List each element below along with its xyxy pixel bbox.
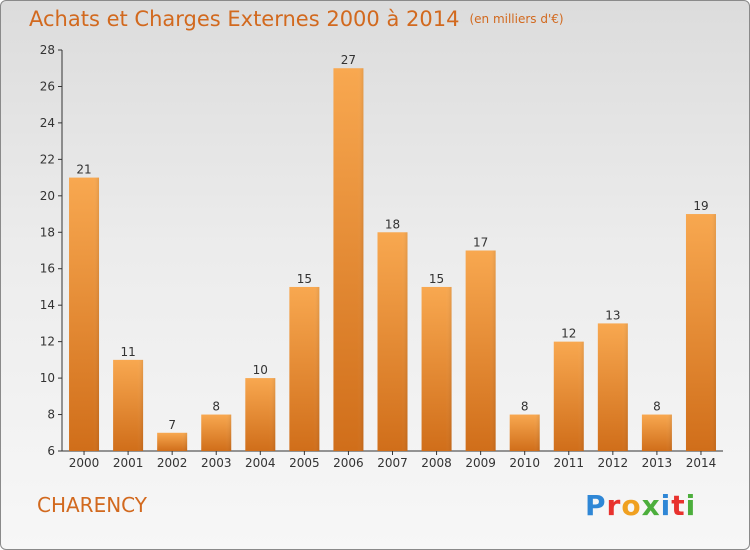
logo-letter: P [585,489,607,522]
logo-letter: i [685,489,697,522]
x-tick-label: 2004 [245,456,276,470]
x-tick-label: 2008 [421,456,452,470]
logo-letter: o [621,489,642,522]
data-label: 11 [120,345,135,359]
data-label: 17 [473,236,488,250]
data-labels: 21 11 7 8 10 15 27 18 15 17 8 12 13 8 19 [76,53,708,432]
data-label: 15 [429,272,444,286]
bar-shade [641,414,672,451]
bar-shade [69,177,100,451]
logo-letter: t [671,489,686,522]
bar-2014 [685,214,716,451]
x-tick-label: 2000 [69,456,100,470]
bar-shade [509,414,540,451]
bar-shade [201,414,232,451]
chart-title-text: Achats et Charges Externes 2000 à 2014 [29,7,460,31]
data-label: 12 [561,327,576,341]
bar-shade [553,341,584,451]
data-label: 15 [297,272,312,286]
x-tick-label: 2001 [113,456,144,470]
x-tick-label: 2012 [598,456,629,470]
axes: 6 8 10 12 14 16 18 20 22 24 26 28 2000 2001 2002 2003 20… [40,43,723,470]
x-tick-label: 2006 [333,456,364,470]
y-tick-label: 28 [40,43,55,57]
bar-2000 [69,177,100,451]
bar-shade [421,286,452,451]
y-tick-label: 26 [40,79,55,93]
bar-2008 [421,286,452,451]
x-tick-label: 2007 [377,456,408,470]
chart-title: Achats et Charges Externes 2000 à 2014 (e… [29,7,564,31]
y-tick-label: 14 [40,298,55,312]
data-label: 18 [385,217,400,231]
y-tick-label: 20 [40,189,55,203]
bar-2013 [641,414,672,451]
bar-shade [245,378,276,451]
data-label: 8 [653,400,661,414]
bar-2004 [245,378,276,451]
bar-2009 [465,250,496,451]
data-label: 10 [253,363,268,377]
x-tick-label: 2005 [289,456,320,470]
y-tick-label: 16 [40,262,55,276]
logo-letter: r [606,489,622,522]
x-tick-label: 2011 [553,456,584,470]
bar-shade [113,359,144,451]
bar-2001 [113,359,144,451]
bar-2002 [157,432,188,451]
bars [69,68,716,452]
commune-name: CHARENCY [37,493,148,517]
bar-2007 [377,232,408,451]
data-label: 21 [76,163,91,177]
y-tick-label: 18 [40,225,55,239]
logo-letter: x [641,489,661,522]
data-label: 7 [168,418,176,432]
y-tick-label: 10 [40,371,55,385]
bar-shade [465,250,496,451]
x-tick-label: 2002 [157,456,188,470]
x-tick-label: 2014 [686,456,717,470]
data-label: 13 [605,308,620,322]
x-tick-label: 2013 [642,456,673,470]
x-tick-label: 2009 [465,456,496,470]
y-tick-label: 12 [40,335,55,349]
bar-shade [685,214,716,451]
chart-unit: (en milliers d'€) [469,12,564,26]
bar-2010 [509,414,540,451]
y-tick-label: 22 [40,152,55,166]
data-label: 27 [341,53,356,67]
logo-letter: i [660,489,672,522]
data-label: 8 [212,400,220,414]
data-label: 8 [521,400,529,414]
bar-shade [377,232,408,451]
bar-shade [597,323,628,451]
bar-2005 [289,286,320,451]
proxiti-logo: Proxiti [585,489,696,522]
bar-2006 [333,68,364,452]
y-tick-label: 24 [40,116,55,130]
bar-2003 [201,414,232,451]
bar-2012 [597,323,628,451]
bar-2011 [553,341,584,451]
bar-shade [157,432,188,451]
x-tick-label: 2010 [509,456,540,470]
x-tick-label: 2003 [201,456,232,470]
bar-shade [333,68,364,452]
data-label: 19 [693,199,708,213]
y-tick-label: 8 [47,408,55,422]
y-tick-label: 6 [47,444,55,458]
bar-shade [289,286,320,451]
